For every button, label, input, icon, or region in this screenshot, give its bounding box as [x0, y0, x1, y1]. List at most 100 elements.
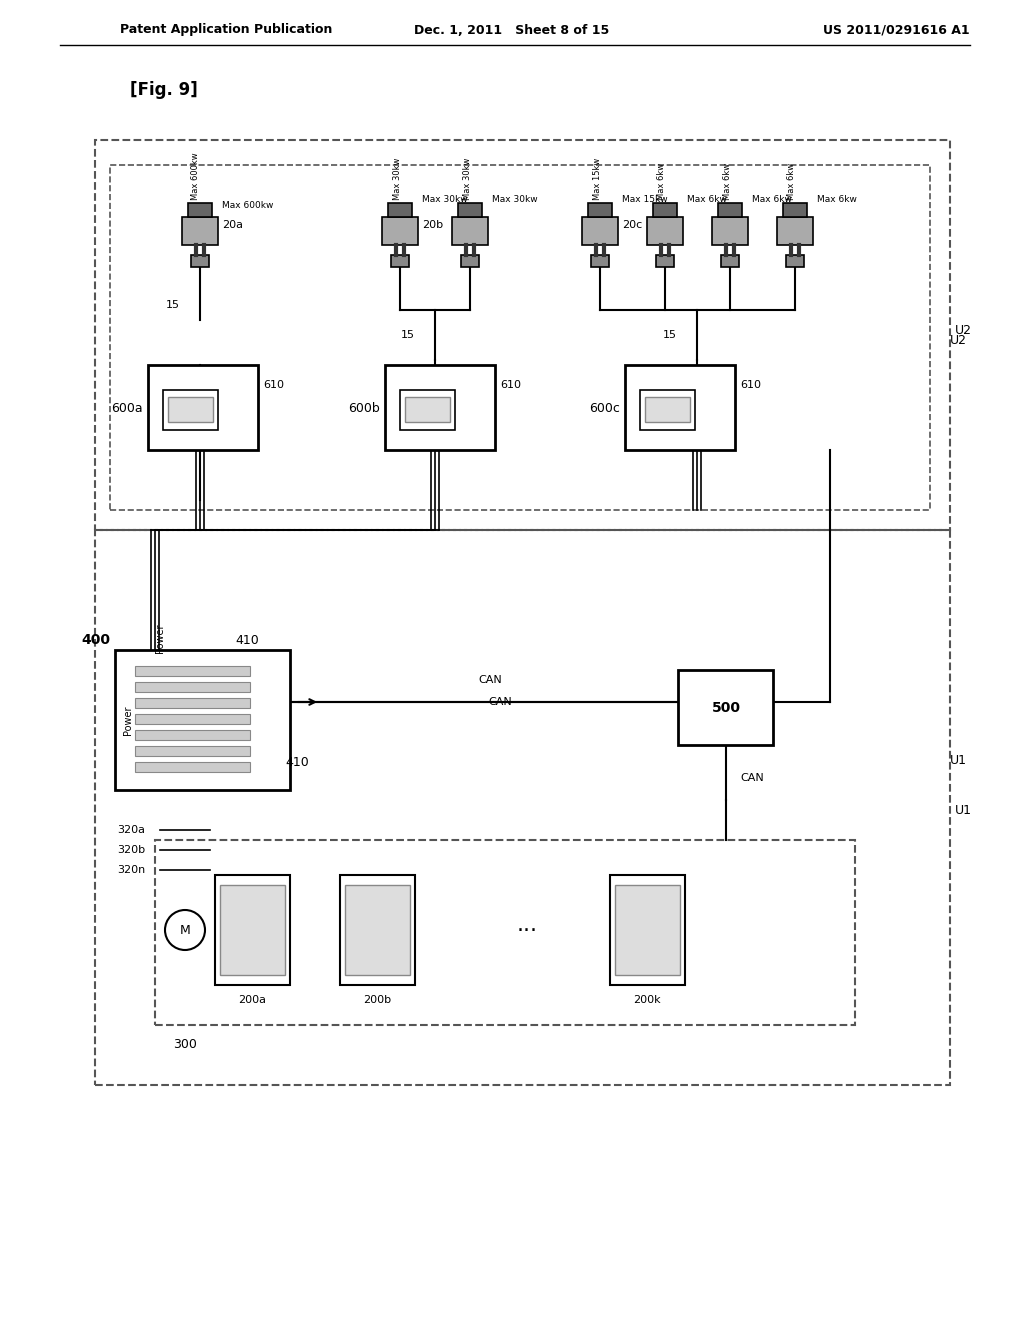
Bar [645, 397, 690, 422]
Bar [640, 389, 695, 430]
Text: 15: 15 [166, 300, 180, 310]
Bar [135, 746, 250, 756]
Bar [721, 255, 739, 267]
Text: 410: 410 [285, 755, 309, 768]
Bar [615, 884, 680, 975]
Bar [391, 255, 409, 267]
Bar [400, 389, 455, 430]
Text: Max 6kw: Max 6kw [817, 195, 857, 205]
Text: Max 600kw: Max 600kw [190, 152, 200, 201]
Bar [95, 140, 950, 531]
Bar [647, 216, 683, 246]
Bar [345, 884, 410, 975]
Bar [148, 366, 258, 450]
Text: 600a: 600a [112, 401, 143, 414]
Text: CAN: CAN [488, 697, 512, 708]
Text: [Fig. 9]: [Fig. 9] [130, 81, 198, 99]
Text: Max 30kw: Max 30kw [463, 157, 471, 201]
Bar [182, 216, 218, 246]
Text: 20c: 20c [622, 220, 642, 230]
Text: U1: U1 [950, 754, 967, 767]
Text: 200b: 200b [362, 995, 391, 1005]
Text: Max 6kw: Max 6kw [752, 195, 792, 205]
Text: 20a: 20a [222, 220, 243, 230]
Bar [135, 698, 250, 708]
Bar [712, 216, 748, 246]
Text: Max 6kw: Max 6kw [657, 162, 667, 201]
Text: 300: 300 [173, 1039, 197, 1052]
Bar [406, 397, 450, 422]
Bar [168, 397, 213, 422]
Text: 610: 610 [740, 380, 761, 389]
Text: Max 6kw: Max 6kw [787, 162, 797, 201]
Text: 610: 610 [500, 380, 521, 389]
Text: U2: U2 [950, 334, 967, 346]
Bar [110, 165, 930, 510]
Bar [461, 255, 479, 267]
Bar [135, 730, 250, 741]
Bar [385, 366, 495, 450]
Text: 320b: 320b [117, 845, 145, 855]
Text: US 2011/0291616 A1: US 2011/0291616 A1 [823, 24, 970, 37]
Text: Max 30kw: Max 30kw [492, 195, 538, 205]
Bar [588, 203, 612, 216]
Bar [388, 203, 412, 216]
Bar [610, 875, 685, 985]
Bar [653, 203, 677, 216]
Text: Max 30kw: Max 30kw [392, 157, 401, 201]
Bar [191, 255, 209, 267]
Bar [155, 840, 855, 1026]
Text: 410: 410 [234, 634, 259, 647]
Text: Max 15kw: Max 15kw [622, 195, 668, 205]
Text: Max 600kw: Max 600kw [222, 201, 273, 210]
Bar [777, 216, 813, 246]
Text: U2: U2 [955, 323, 972, 337]
Text: 610: 610 [263, 380, 284, 389]
Bar [382, 216, 418, 246]
Bar [135, 682, 250, 692]
Bar [188, 203, 212, 216]
Text: 320a: 320a [117, 825, 145, 836]
Bar [458, 203, 482, 216]
Text: 15: 15 [663, 330, 677, 341]
Bar [452, 216, 488, 246]
Bar [215, 875, 290, 985]
Bar [591, 255, 609, 267]
Text: 400: 400 [81, 634, 110, 647]
Text: Dec. 1, 2011   Sheet 8 of 15: Dec. 1, 2011 Sheet 8 of 15 [415, 24, 609, 37]
Text: CAN: CAN [478, 675, 502, 685]
Bar [678, 671, 773, 744]
Text: 200k: 200k [633, 995, 660, 1005]
Bar [135, 714, 250, 723]
Text: 320n: 320n [117, 865, 145, 875]
Bar [340, 875, 415, 985]
Bar [582, 216, 618, 246]
Text: 600b: 600b [348, 401, 380, 414]
Text: Patent Application Publication: Patent Application Publication [120, 24, 333, 37]
Bar [656, 255, 674, 267]
Text: 15: 15 [401, 330, 415, 341]
Bar [625, 366, 735, 450]
Text: CAN: CAN [740, 774, 764, 783]
Bar [786, 255, 804, 267]
Text: 200a: 200a [238, 995, 266, 1005]
Bar [95, 531, 950, 1085]
Bar [220, 884, 285, 975]
Bar [115, 649, 290, 789]
Bar [135, 667, 250, 676]
Text: Max 15kw: Max 15kw [593, 158, 601, 201]
Text: Max 6kw: Max 6kw [687, 195, 727, 205]
Text: 20b: 20b [422, 220, 443, 230]
Text: M: M [179, 924, 190, 936]
Text: Power: Power [123, 705, 133, 735]
Bar [783, 203, 807, 216]
Bar [135, 762, 250, 772]
Text: ...: ... [516, 915, 538, 935]
Text: 600c: 600c [589, 401, 620, 414]
Bar [163, 389, 218, 430]
Text: U1: U1 [955, 804, 972, 817]
Text: Power: Power [155, 623, 165, 653]
Text: 500: 500 [712, 701, 740, 715]
Text: Max 30kw: Max 30kw [422, 195, 468, 205]
Text: Max 6kw: Max 6kw [723, 162, 731, 201]
